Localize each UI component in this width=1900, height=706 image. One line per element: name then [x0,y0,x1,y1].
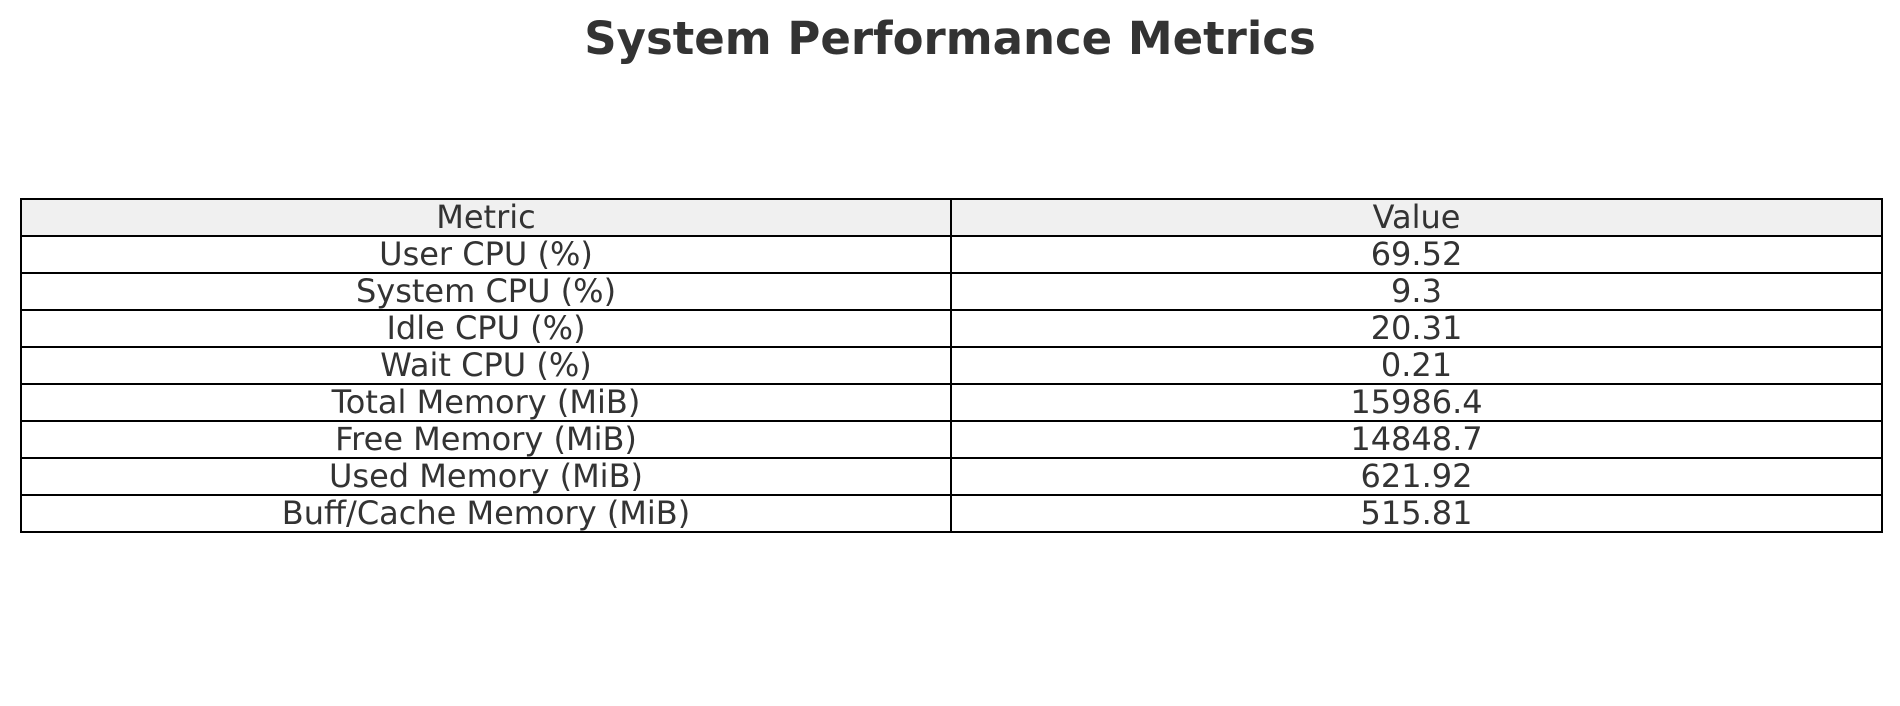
column-header-metric: Metric [20,198,952,237]
metric-cell: System CPU (%) [20,272,952,311]
metric-cell: Wait CPU (%) [20,346,952,385]
metric-cell: Free Memory (MiB) [20,420,952,459]
table-row: Wait CPU (%) 0.21 [20,346,1883,385]
metric-cell: User CPU (%) [20,235,952,274]
metric-cell: Total Memory (MiB) [20,383,952,422]
metric-cell: Idle CPU (%) [20,309,952,348]
table-row: Idle CPU (%) 20.31 [20,309,1883,348]
table-row: Used Memory (MiB) 621.92 [20,457,1883,496]
value-cell: 69.52 [950,235,1883,274]
value-cell: 9.3 [950,272,1883,311]
metric-cell: Buff/Cache Memory (MiB) [20,494,952,533]
table-row: Buff/Cache Memory (MiB) 515.81 [20,494,1883,533]
value-cell: 0.21 [950,346,1883,385]
table-row: System CPU (%) 9.3 [20,272,1883,311]
metric-cell: Used Memory (MiB) [20,457,952,496]
table-row: User CPU (%) 69.52 [20,235,1883,274]
metrics-table: Metric Value User CPU (%) 69.52 System C… [20,198,1883,533]
value-cell: 15986.4 [950,383,1883,422]
value-cell: 621.92 [950,457,1883,496]
table-row: Free Memory (MiB) 14848.7 [20,420,1883,459]
column-header-value: Value [950,198,1883,237]
table-header-row: Metric Value [20,198,1883,237]
table-row: Total Memory (MiB) 15986.4 [20,383,1883,422]
value-cell: 20.31 [950,309,1883,348]
value-cell: 14848.7 [950,420,1883,459]
page-title: System Performance Metrics [584,12,1316,65]
value-cell: 515.81 [950,494,1883,533]
